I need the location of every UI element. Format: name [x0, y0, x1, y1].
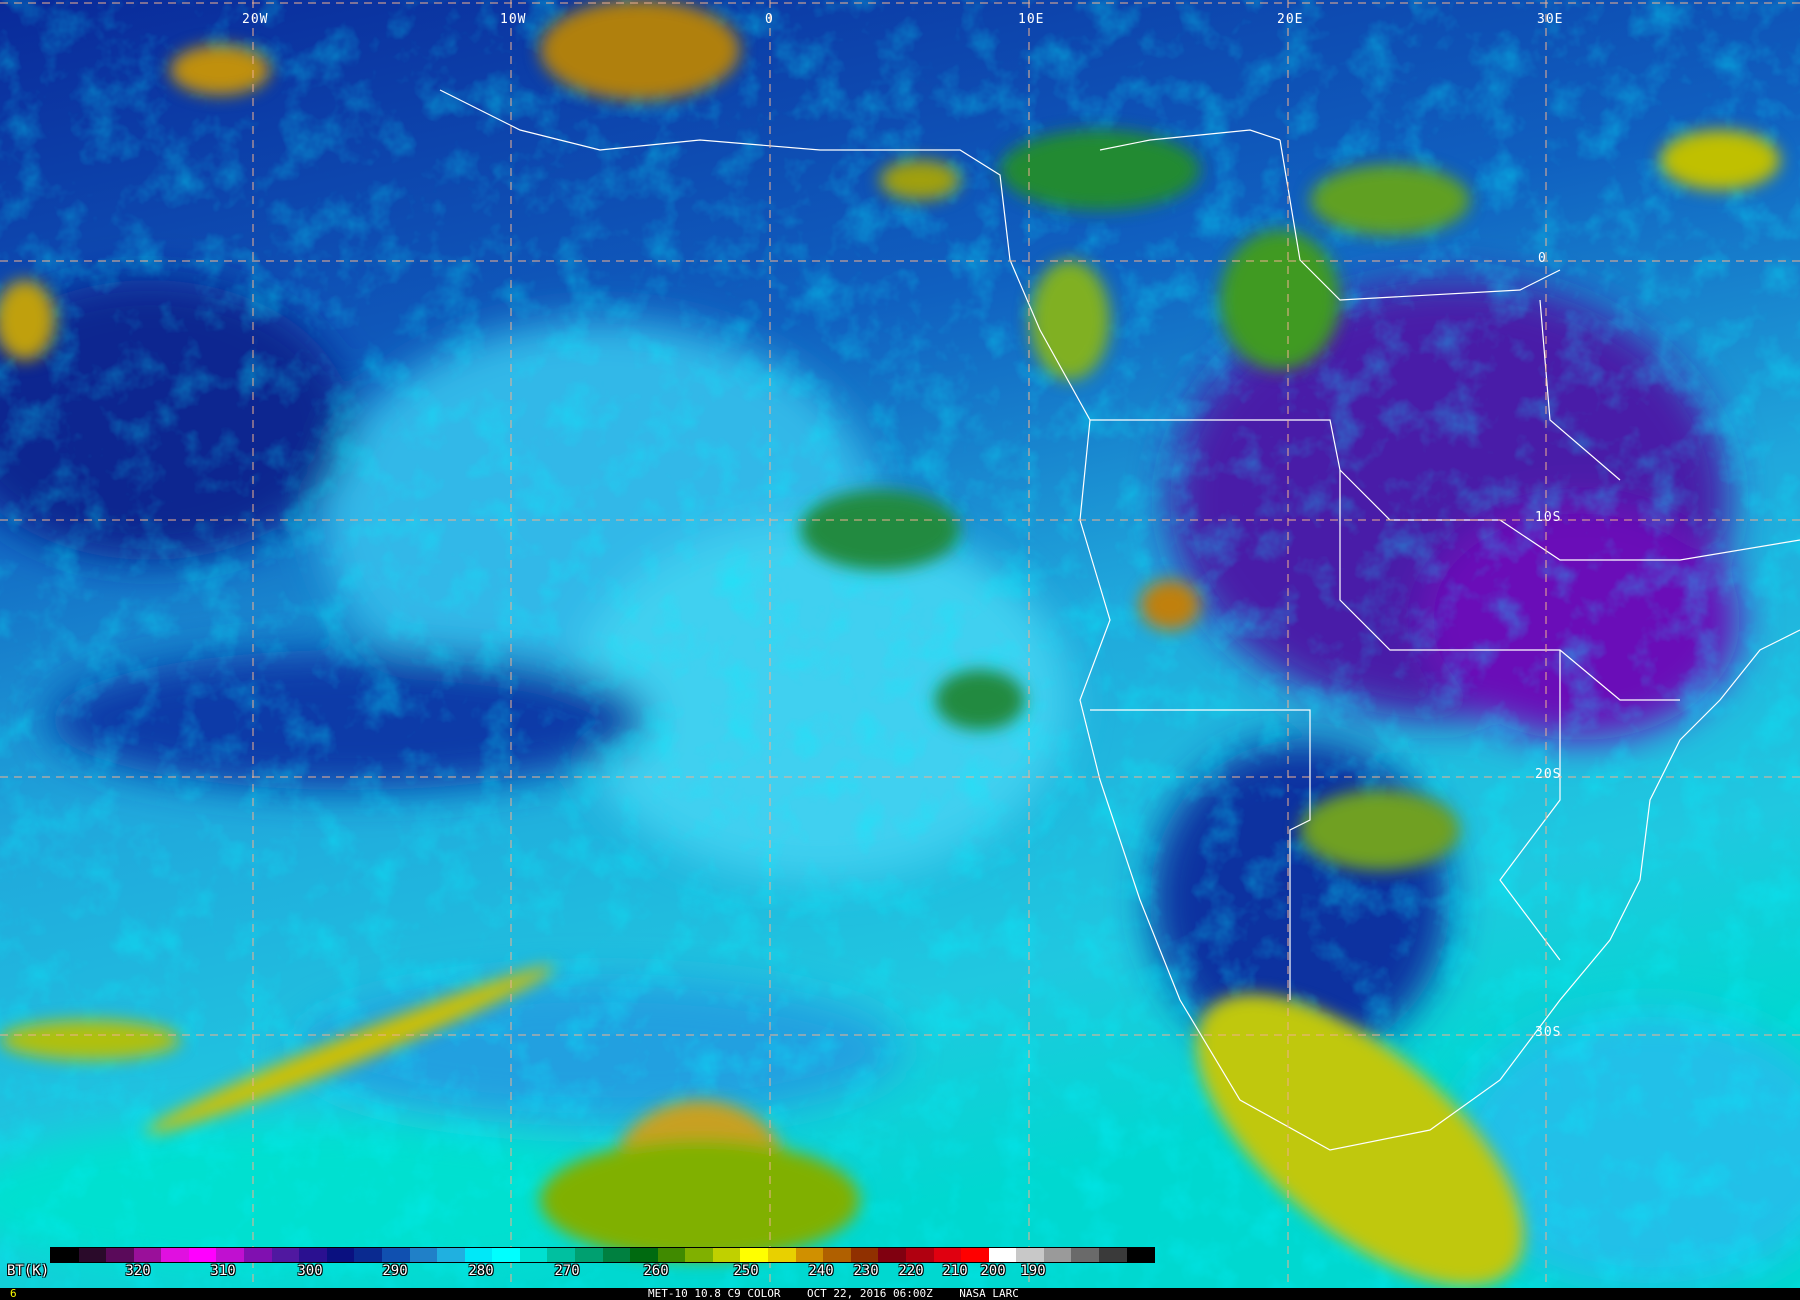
- colorbar-swatch: [850, 1248, 879, 1262]
- colorbar-swatch: [768, 1248, 796, 1262]
- colorbar-swatch: [216, 1248, 245, 1262]
- colorbar-swatch: [244, 1248, 272, 1262]
- longitude-label: 30E: [1537, 12, 1564, 27]
- longitude-label: 20E: [1277, 12, 1304, 27]
- colorbar-swatch: [78, 1248, 107, 1262]
- colorbar-swatch: [1071, 1248, 1099, 1262]
- colorbar-swatch: [933, 1248, 962, 1262]
- colorbar-swatch: [381, 1248, 410, 1262]
- colorbar-swatch: [1043, 1248, 1072, 1262]
- frame-number: 6: [10, 1287, 17, 1300]
- colorbar-swatch: [492, 1248, 520, 1262]
- colorbar-swatch: [574, 1248, 603, 1262]
- colorbar-swatch: [1016, 1248, 1044, 1262]
- brightness-temperature-colorbar: [50, 1247, 1155, 1263]
- colorbar-swatch: [326, 1248, 355, 1262]
- longitude-label: 0: [765, 12, 774, 27]
- longitude-label: 10W: [500, 12, 527, 27]
- colorbar-unit-label: BT(K): [7, 1263, 50, 1279]
- latitude-label: 20S: [1535, 767, 1562, 782]
- colorbar-tick: 230: [853, 1263, 879, 1279]
- colorbar-swatch: [685, 1248, 713, 1262]
- colorbar-swatch: [878, 1248, 906, 1262]
- colorbar-swatch: [823, 1248, 851, 1262]
- colorbar-tick: 270: [554, 1263, 580, 1279]
- colorbar-swatch: [437, 1248, 465, 1262]
- colorbar-tick: 190: [1020, 1263, 1046, 1279]
- colorbar-tick: 210: [942, 1263, 968, 1279]
- colorbar-swatch: [602, 1248, 631, 1262]
- latitude-label: 30S: [1535, 1025, 1562, 1040]
- longitude-label: 20W: [242, 12, 269, 27]
- colorbar-swatch: [464, 1248, 493, 1262]
- colorbar-swatch: [547, 1248, 575, 1262]
- colorbar-swatch: [1126, 1248, 1155, 1262]
- colorbar-swatch: [271, 1248, 300, 1262]
- colorbar-swatch: [106, 1248, 134, 1262]
- colorbar-tick: 320: [125, 1263, 151, 1279]
- colorbar-tick: 260: [643, 1263, 669, 1279]
- colorbar-swatch: [740, 1248, 769, 1262]
- colorbar-swatch: [133, 1248, 162, 1262]
- colorbar-tick: 200: [980, 1263, 1006, 1279]
- colorbar-swatch: [161, 1248, 189, 1262]
- colorbar-swatch: [51, 1248, 79, 1262]
- colorbar-swatch: [299, 1248, 327, 1262]
- colorbar-swatch: [519, 1248, 548, 1262]
- footer-bar: 6 MET-10 10.8 C9 COLOR OCT 22, 2016 06:0…: [0, 1288, 1800, 1300]
- colorbar-tick: 300: [297, 1263, 323, 1279]
- colorbar-swatch: [988, 1248, 1017, 1262]
- latitude-label: 10S: [1535, 510, 1562, 525]
- colorbar-tick: 290: [382, 1263, 408, 1279]
- image-caption: MET-10 10.8 C9 COLOR OCT 22, 2016 06:00Z…: [648, 1287, 1019, 1300]
- colorbar-swatch: [630, 1248, 658, 1262]
- colorbar-tick: 310: [210, 1263, 236, 1279]
- colorbar-swatch: [188, 1248, 217, 1262]
- colorbar-swatch: [795, 1248, 824, 1262]
- longitude-label: 10E: [1018, 12, 1045, 27]
- colorbar-swatch: [961, 1248, 989, 1262]
- colorbar-swatch: [409, 1248, 438, 1262]
- colorbar-swatch: [712, 1248, 741, 1262]
- colorbar-tick: 280: [468, 1263, 494, 1279]
- latitude-label: 0: [1538, 251, 1547, 266]
- colorbar-swatch: [657, 1248, 686, 1262]
- colorbar-tick: 220: [898, 1263, 924, 1279]
- colorbar-swatch: [1098, 1248, 1127, 1262]
- colorbar-tick: 250: [733, 1263, 759, 1279]
- colorbar-swatch: [905, 1248, 934, 1262]
- colorbar-tick: 240: [808, 1263, 834, 1279]
- colorbar-swatch: [354, 1248, 382, 1262]
